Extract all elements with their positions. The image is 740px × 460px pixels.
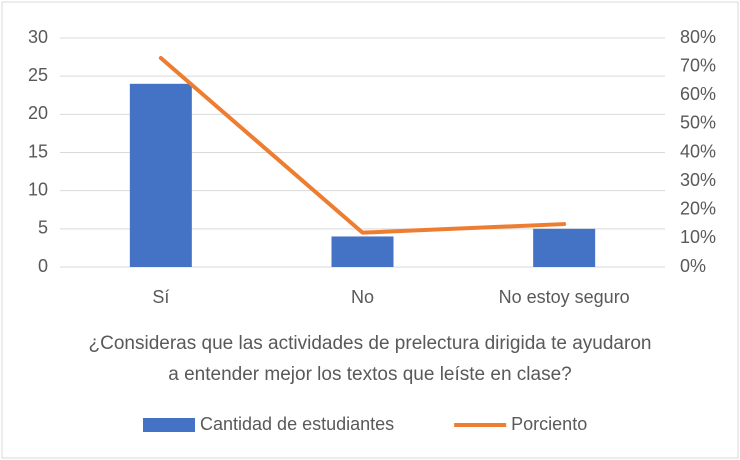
x-tick-label: No estoy seguro <box>499 287 630 307</box>
legend-label: Cantidad de estudiantes <box>200 414 394 434</box>
x-tick-label: No <box>351 287 374 307</box>
y2-tick-label: 50% <box>680 113 716 133</box>
y2-tick-label: 30% <box>680 170 716 190</box>
line-series <box>158 56 567 235</box>
y2-tick-label: 20% <box>680 199 716 219</box>
legend-swatch <box>143 418 195 432</box>
bar <box>129 83 192 267</box>
bar <box>533 228 596 267</box>
y2-tick-label: 70% <box>680 55 716 75</box>
x-tick-label: Sí <box>152 287 169 307</box>
y-tick-label: 15 <box>28 141 48 161</box>
y2-tick-label: 10% <box>680 227 716 247</box>
y2-tick-label: 60% <box>680 84 716 104</box>
y-tick-label: 30 <box>28 27 48 47</box>
y-tick-label: 25 <box>28 65 48 85</box>
y-tick-label: 10 <box>28 179 48 199</box>
y2-tick-label: 0% <box>680 256 706 276</box>
x-axis-title: ¿Consideras que las actividades de prele… <box>88 333 652 385</box>
y-tick-label: 0 <box>38 256 48 276</box>
y-tick-label: 20 <box>28 103 48 123</box>
legend-label: Porciento <box>511 414 587 434</box>
y2-tick-label: 80% <box>680 27 716 47</box>
y-tick-label: 5 <box>38 218 48 238</box>
bar <box>331 236 394 267</box>
y2-tick-label: 40% <box>680 141 716 161</box>
